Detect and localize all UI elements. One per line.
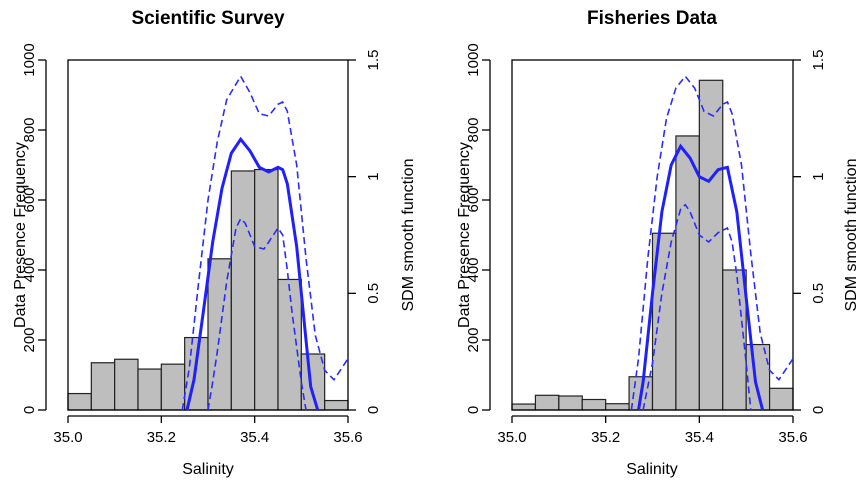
x-axis-label: Salinity — [626, 461, 678, 478]
panel-fisheries-data: 0 200 400 600 800 1000 0 0.5 1 1.5 35.0 35.2 35.4 35.… — [456, 8, 860, 478]
histogram-bar — [300, 353, 326, 411]
smooth-function-line — [637, 143, 765, 411]
y-axis-label: Data Presence Frequency — [12, 142, 29, 328]
histogram-bar — [67, 392, 92, 411]
upper-confidence-line — [630, 75, 794, 411]
y-tick-label: 200 — [21, 327, 38, 352]
panel-scientific-survey: 0 200 400 600 800 1000 0 0.5 1 1.5 35.0 35.2 35.4 35.… — [12, 8, 417, 478]
histogram-bar — [675, 135, 700, 411]
histogram-bar — [230, 170, 256, 411]
y2-tick-label: 0.5 — [810, 283, 827, 304]
y-tick-label: 800 — [465, 117, 482, 142]
y-tick-label: 400 — [21, 257, 38, 282]
y-axis-label: Data Presence Frequency — [456, 142, 473, 328]
x-tick-label: 35.6 — [333, 429, 362, 446]
histogram-bar — [324, 399, 349, 411]
y2-tick-label: 0 — [365, 406, 382, 414]
y-tick-label: 1000 — [21, 43, 38, 76]
y-tick-label: 1000 — [465, 43, 482, 76]
y2-tick-label: 1.5 — [810, 50, 827, 71]
lower-confidence-line — [207, 217, 307, 411]
histogram-bar — [254, 168, 279, 411]
histogram-bar — [605, 403, 630, 411]
chart-title: Fisheries Data — [587, 8, 717, 29]
plot-frame — [511, 59, 794, 411]
y2-tick-label: 1 — [365, 172, 382, 180]
y2-tick-label: 0 — [810, 406, 827, 414]
histogram-bar — [277, 278, 302, 411]
y2-axis-label: SDM smooth function — [843, 159, 860, 312]
upper-confidence-line — [181, 74, 349, 411]
histogram-bar — [722, 269, 747, 411]
y-tick-label: 600 — [21, 187, 38, 212]
histogram-bar — [698, 79, 724, 411]
histogram-bar — [511, 403, 537, 411]
histogram-bar — [160, 363, 186, 411]
x-tick-label: 35.4 — [685, 429, 714, 446]
chart-title: Scientific Survey — [131, 8, 285, 29]
smooth-function-line — [185, 136, 320, 411]
x-tick-label: 35.0 — [53, 429, 82, 446]
x-tick-label: 35.2 — [147, 429, 176, 446]
y-tick-label: 800 — [21, 117, 38, 142]
histogram-bar — [558, 395, 583, 411]
y-tick-label: 600 — [465, 187, 482, 212]
x-tick-label: 35.6 — [778, 429, 807, 446]
y2-tick-label: 1.5 — [365, 50, 382, 71]
x-tick-label: 35.2 — [591, 429, 620, 446]
x-axis-label: Salinity — [182, 461, 234, 478]
y2-tick-label: 1 — [810, 172, 827, 180]
x-tick-label: 35.0 — [497, 429, 526, 446]
y-tick-label: 0 — [21, 406, 38, 414]
y-tick-label: 400 — [465, 257, 482, 282]
histogram-bar — [534, 394, 560, 411]
y-tick-label: 0 — [465, 406, 482, 414]
y-tick-label: 200 — [465, 327, 482, 352]
lower-confidence-line — [642, 203, 752, 411]
histogram-bar — [768, 387, 794, 411]
y2-axis-label: SDM smooth function — [400, 159, 417, 312]
y2-tick-label: 0.5 — [365, 283, 382, 304]
histogram-bar — [137, 368, 162, 411]
histogram-bar — [90, 362, 116, 411]
histogram-bar — [581, 398, 607, 411]
x-tick-label: 35.4 — [240, 429, 269, 446]
histogram-bar — [114, 358, 139, 411]
